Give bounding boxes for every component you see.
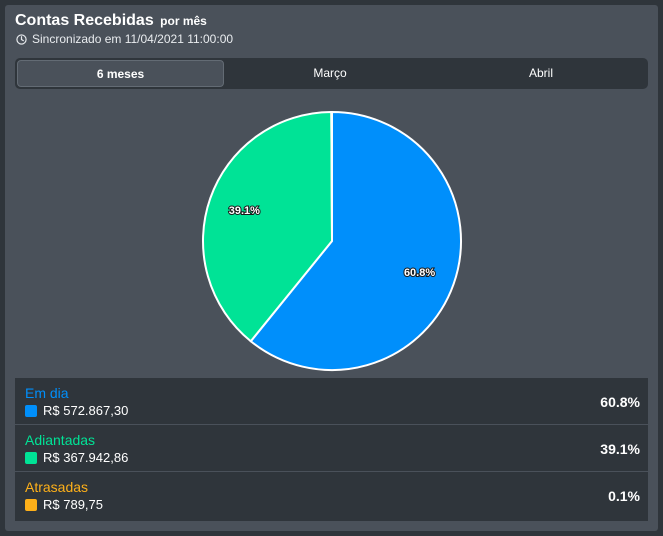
pie-slice-em-dia[interactable]: [249, 110, 462, 371]
legend-value: R$ 789,75: [43, 497, 103, 512]
legend-value: R$ 367.942,86: [43, 450, 129, 465]
pie-chart: 60.8% 39.1%: [202, 110, 462, 371]
legend-percent: 39.1%: [600, 441, 640, 457]
legend-value-line: R$ 572.867,30: [25, 403, 128, 418]
card-title-suffix: por mês: [160, 14, 207, 28]
pie-chart-area: 60.8% 39.1%: [5, 100, 658, 375]
legend-percent: 60.8%: [600, 394, 640, 410]
pie-data-label: 39.1%: [229, 205, 260, 217]
sync-status: Sincronizado em 11/04/2021 11:00:00: [16, 32, 233, 46]
legend-row-atrasadas: Atrasadas R$ 789,75 0.1%: [15, 472, 648, 519]
sync-text: Sincronizado em 11/04/2021 11:00:00: [32, 32, 234, 46]
period-tabs: 6 meses Março Abril: [15, 58, 648, 89]
legend-value-line: R$ 367.942,86: [25, 450, 128, 465]
legend-name: Atrasadas: [25, 479, 89, 495]
card-title: Contas Recebidas: [15, 12, 154, 29]
legend-swatch: [25, 451, 37, 464]
legend-value: R$ 572.867,30: [43, 403, 129, 418]
pie-slice-adiantadas[interactable]: [202, 110, 334, 343]
legend-table: Em dia R$ 572.867,30 60.8% Adiantadas R$…: [15, 378, 648, 521]
legend-percent: 0.1%: [608, 488, 640, 504]
pie-slice-atrasadas[interactable]: [330, 110, 333, 242]
legend-swatch: [25, 404, 37, 417]
card-header: Contas Recebidas por mês: [15, 12, 207, 30]
legend-row-em-dia: Em dia R$ 572.867,30 60.8%: [15, 378, 648, 425]
legend-swatch: [25, 498, 37, 511]
clock-icon: [16, 33, 27, 45]
pie-data-label: 60.8%: [404, 267, 435, 279]
contas-recebidas-card: Contas Recebidas por mês Sincronizado em…: [5, 5, 658, 531]
legend-row-adiantadas: Adiantadas R$ 367.942,86 39.1%: [15, 425, 648, 472]
legend-name: Adiantadas: [25, 432, 96, 448]
tab-abril[interactable]: Abril: [528, 66, 553, 80]
tab-marco[interactable]: Março: [313, 66, 347, 80]
legend-value-line: R$ 789,75: [25, 497, 103, 512]
tab-6-meses[interactable]: 6 meses: [17, 60, 224, 87]
legend-name: Em dia: [25, 385, 69, 401]
